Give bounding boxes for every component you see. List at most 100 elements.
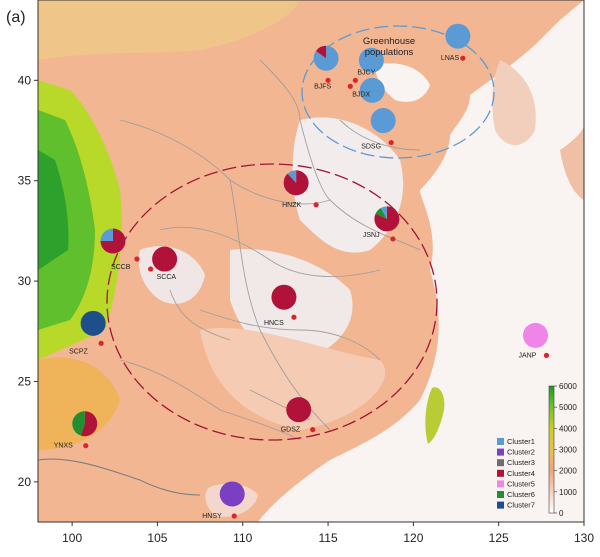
axes: 100 105 110 115 120 125 130 20 25 30 35 40 [18, 73, 595, 545]
colorbar-ticks: 0 1000 2000 3000 4000 5000 6000 [554, 382, 577, 518]
site-sccb: SCCB [100, 228, 140, 271]
y-tick-label: 35 [18, 174, 32, 188]
sample-point [98, 340, 104, 346]
pie-slice [445, 23, 471, 49]
site-ynxs: YNXS [54, 411, 98, 450]
sites-layer: BJFS BJCY BJDX LNAS SDSG HNZK JSNJ SCCB SCCA HNCS… [54, 23, 550, 520]
pie-slice [287, 170, 297, 183]
site-label: SCCA [157, 274, 177, 281]
legend-label: Cluster3 [507, 458, 535, 467]
x-tick-label: 120 [403, 531, 423, 545]
pie-slice [80, 310, 106, 336]
site-label: LNAS [441, 55, 460, 62]
pie-slice [380, 206, 387, 219]
colorbar-tick-label: 6000 [559, 382, 577, 391]
sample-point [390, 236, 396, 242]
x-tick-label: 100 [62, 531, 82, 545]
legend-label: Cluster4 [507, 469, 535, 478]
colorbar-tick-label: 3000 [559, 446, 577, 455]
pie-slice [374, 206, 400, 232]
sample-point [231, 513, 237, 519]
province-boundaries [119, 59, 421, 441]
site-label: SCCB [111, 264, 131, 271]
legend-label: Cluster5 [507, 479, 535, 488]
legend-label: Cluster7 [507, 501, 535, 510]
site-janp: JANP [518, 322, 550, 359]
site-label: BJDX [352, 91, 370, 98]
elevation-colorbar: 0 1000 2000 3000 4000 5000 6000 [548, 382, 577, 518]
site-label: YNXS [54, 443, 73, 450]
colorbar-tick-label: 5000 [559, 403, 577, 412]
site-jsnj: JSNJ [363, 206, 400, 242]
pie-slice [152, 246, 178, 272]
plateau-ridge [38, 150, 69, 270]
bohai-sea [375, 63, 430, 102]
y-tick-label: 30 [18, 274, 32, 288]
sample-point [352, 77, 358, 83]
site-label: GDSZ [281, 427, 301, 434]
sample-point [313, 202, 319, 208]
legend-swatch [497, 469, 504, 477]
pie-slice [375, 207, 387, 219]
x-tick-label: 125 [489, 531, 509, 545]
site-lnas: LNAS [441, 23, 471, 62]
sample-point [388, 139, 394, 146]
cluster4-ellipse [106, 163, 438, 441]
legend-label: Cluster2 [507, 448, 535, 457]
legend-swatch [497, 491, 504, 498]
pie-slice [283, 170, 309, 196]
legend-swatch [497, 448, 504, 456]
pie-slice [358, 47, 384, 73]
pie-slice [100, 228, 113, 241]
x-tick-label: 105 [147, 531, 167, 545]
site-bjfs: BJFS [313, 45, 339, 90]
legend-swatch [497, 459, 504, 467]
southern-hills [200, 327, 386, 430]
sample-point [543, 352, 550, 358]
pie-slice [219, 481, 245, 507]
colorbar-tick-label: 4000 [559, 424, 577, 433]
plot-frame [37, 0, 585, 523]
korean-peninsula [492, 60, 536, 145]
site-label: JANP [518, 352, 536, 359]
taiwan [425, 387, 445, 444]
sample-point [134, 256, 140, 262]
greenhouse-ellipse [301, 25, 495, 159]
site-label: HNSY [202, 513, 222, 520]
colorbar-tick-label: 2000 [559, 467, 577, 476]
legend-swatch [497, 501, 504, 509]
legend-swatch [497, 438, 504, 445]
desert-north [38, 0, 300, 60]
y-tick-label: 20 [18, 475, 32, 489]
site-label: JSNJ [363, 232, 380, 239]
site-label: SCPZ [69, 348, 88, 355]
site-bjdx: BJDX [347, 77, 385, 103]
japan-fragment [560, 125, 584, 200]
annotation-line-2: populations [365, 47, 414, 58]
pie-slice [72, 411, 85, 436]
yunnan-highlands [38, 357, 120, 450]
site-label: SDSG [361, 144, 381, 151]
site-hncs: HNCS [264, 284, 297, 327]
pie-slice [80, 411, 98, 437]
pie-slice [359, 77, 385, 103]
y-tick-label: 25 [18, 374, 32, 388]
legend-label: Cluster6 [507, 490, 535, 499]
y-tick-label: 40 [18, 73, 32, 87]
legend-swatch [497, 480, 504, 488]
site-label: BJFS [314, 83, 331, 90]
site-hnzk: HNZK [282, 170, 319, 209]
national-boundary [38, 458, 201, 496]
site-label: BJCY [357, 69, 375, 76]
pie-slice [315, 45, 327, 59]
sample-point [325, 77, 331, 83]
site-scpz: SCPZ [69, 310, 106, 355]
colorbar-tick-label: 1000 [559, 488, 577, 497]
site-scca: SCCA [148, 246, 178, 281]
sample-point [83, 443, 89, 449]
colorbar-tick-label: 0 [559, 509, 564, 518]
legend-label: Cluster1 [507, 437, 535, 446]
panel-label: (a) [6, 9, 26, 26]
x-tick-label: 130 [574, 531, 594, 545]
